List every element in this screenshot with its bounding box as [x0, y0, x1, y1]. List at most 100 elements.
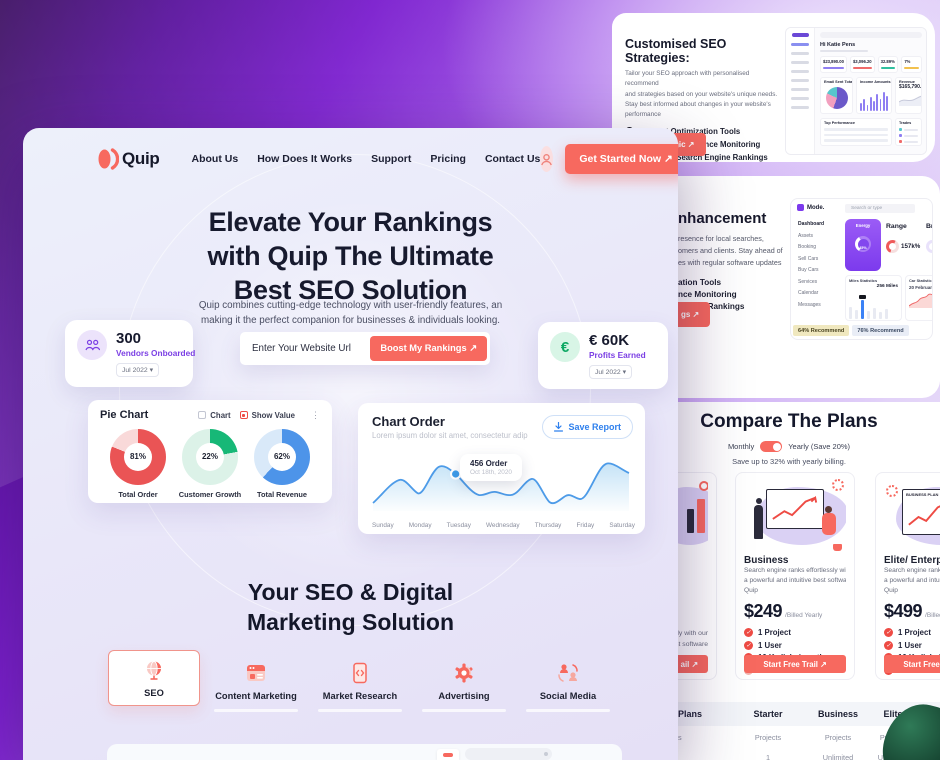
plan-description: Search engine ranks effortlessly with ou… [884, 567, 940, 595]
enhancement-body: resence for local searches, omers and cl… [678, 234, 783, 267]
enhancement-heading-fragment: nhancement [678, 210, 767, 227]
plan-illustration: BUSINESS PLAN [884, 479, 940, 551]
dashboard-screenshot-mode: Mode. Search or type Dashboard Assets Bo… [790, 198, 933, 340]
plan-name: Business [744, 555, 789, 566]
vendors-period-dropdown[interactable]: Jul 2022 ▾ [116, 363, 160, 377]
gear-icon [453, 662, 475, 684]
top-performance-panel: Top Performance [820, 118, 892, 146]
nav-contact-us[interactable]: Contact Us [484, 153, 541, 165]
gear-shape [832, 479, 844, 491]
nav-pricing[interactable]: Pricing [430, 153, 466, 165]
toggle-monthly-label[interactable]: Monthly [727, 442, 755, 451]
tab-seo[interactable]: SEO [108, 650, 200, 706]
tab-advertising[interactable]: Advertising [416, 650, 512, 712]
gear-shape [886, 485, 898, 497]
energy-gauge: 45% [855, 236, 871, 252]
tab-social-media[interactable]: Social Media [520, 650, 616, 712]
plan-card-business: Business Search engine ranks effortlessl… [735, 472, 855, 680]
preview-mini-card [437, 749, 459, 760]
miles-statistics-panel: Miles Statistics 256 Miles [845, 275, 902, 321]
boost-rankings-button[interactable]: Boost My Rankings ↗ [370, 336, 487, 361]
donut-ring: 62% [254, 429, 310, 485]
ring-shape [699, 481, 708, 491]
vendors-card: 300 Vendors Onboarded Jul 2022 ▾ [65, 320, 196, 387]
car-area-chart [908, 293, 932, 308]
kebab-menu-icon[interactable]: ⋮ [311, 409, 320, 420]
get-started-button[interactable]: Get Started Now ↗ [565, 144, 678, 174]
show-value-checkbox[interactable]: Show Value [239, 411, 295, 420]
email-sent-panel: Email Sent Total [820, 77, 853, 114]
dashboard-logo [791, 33, 809, 37]
nav-support[interactable]: Support [371, 153, 412, 165]
chart-order-title: Chart Order [372, 414, 445, 429]
nav-how-it-works[interactable]: How Does It Works [257, 153, 353, 165]
chart-tooltip: 456 Order Oct 18th, 2020 [460, 454, 522, 481]
mode-sidebar-nav: Dashboard Assets Booking Sell Cars Buy C… [798, 221, 825, 308]
chart-checkbox[interactable]: Chart [198, 411, 231, 420]
start-free-trail-button[interactable]: Start Free Trail ↗ [744, 655, 846, 673]
table-header-starter: Starter [753, 709, 783, 719]
mode-search-input[interactable]: Search or type [845, 204, 915, 213]
next-section-preview [107, 744, 622, 760]
dot-icon [544, 752, 548, 756]
solution-tabs: SEO Content Marketing Market Research Ad… [108, 650, 616, 712]
dashboard-search-bar[interactable] [820, 32, 922, 38]
strategies-card: Customised SEO Strategies: Tailor your S… [612, 13, 935, 162]
plans-heading: Compare The Plans [700, 411, 878, 432]
check-circle-icon: ✓ [744, 628, 753, 638]
preview-search-pill [465, 748, 552, 760]
vendors-label: Vendors Onboarded [116, 348, 196, 358]
donut-ring: 81% [110, 429, 166, 485]
plan-card-elite: BUSINESS PLAN Elite/ Enterprise Search e… [875, 472, 940, 680]
donut-customer-growth: 22% Customer Growth [178, 429, 242, 499]
toggle-knob [772, 442, 781, 451]
income-bar-chart [860, 87, 889, 111]
plan-desc-fragment: lessly with our est software [665, 630, 708, 648]
person-figure [822, 506, 836, 535]
plans-note: Save up to 32% with yearly billing. [732, 457, 846, 466]
site-header: Quip About Us How Does It Works Support … [23, 139, 678, 179]
enhancement-bullets: ation Tools nce Monitoring Engine Rankin… [678, 277, 745, 311]
table-cell: 1 [765, 753, 771, 760]
break-gauge-icon [926, 240, 932, 253]
dashboard-main: Hi Katie Pens $23,890.00 $3,096.20 32.89… [815, 28, 926, 154]
chart-point[interactable] [450, 468, 462, 480]
tab-content-marketing[interactable]: Content Marketing [208, 650, 304, 712]
profits-period-dropdown[interactable]: Jul 2022 ▾ [589, 365, 633, 379]
quip-logo[interactable]: Quip [97, 148, 160, 170]
flipchart-shape: BUSINESS PLAN [902, 489, 940, 535]
person-figure [754, 498, 763, 539]
plan-price: $249 /Billed Yearly [744, 600, 823, 621]
plant-pot-shape [833, 544, 842, 551]
chart-order-subtitle: Lorem ipsum dolor sit amet, consectetur … [372, 431, 528, 440]
pie-chart-title: Pie Chart [100, 409, 149, 421]
dashboard-screenshot-katie: Hi Katie Pens $23,890.00 $3,096.20 32.89… [785, 27, 927, 155]
globe-icon [143, 659, 165, 681]
phone-code-icon [351, 662, 369, 684]
account-avatar[interactable] [540, 146, 554, 172]
chevron-down-icon: ▾ [622, 369, 627, 376]
website-url-input[interactable] [240, 343, 368, 354]
tab-market-research[interactable]: Market Research [312, 650, 408, 712]
landing-page-card: Quip About Us How Does It Works Support … [23, 128, 678, 760]
revenue-panel: Revenue $165,790.2 [895, 77, 922, 114]
red-icon [443, 753, 453, 757]
plan-price: $499 /Billed Yearly [884, 600, 940, 621]
table-cell: Projects [754, 733, 782, 742]
profits-card: € € 60K Profits Earned Jul 2022 ▾ [538, 322, 668, 389]
donut-charts-row: 81% Total Order 22% Customer Growth 62% … [100, 429, 320, 499]
check-circle-icon: ✓ [744, 640, 753, 650]
quip-logo-text: Quip [122, 149, 160, 168]
nav-about-us[interactable]: About Us [191, 153, 239, 165]
income-panel: Income Amounts [856, 77, 892, 114]
main-nav: About Us How Does It Works Support Prici… [192, 153, 541, 165]
billing-toggle[interactable] [760, 441, 783, 452]
energy-card: Energy 45% [845, 219, 881, 271]
toggle-yearly-label[interactable]: Yearly (Save 20%) [788, 442, 851, 451]
donut-total-order: 81% Total Order [106, 429, 170, 499]
save-report-button[interactable]: Save Report [542, 415, 633, 439]
recommend-badges: 64% Recommend 76% Recommend [793, 325, 909, 336]
donut-ring: 22% [182, 429, 238, 485]
people-network-icon [557, 662, 579, 684]
start-free-trail-button[interactable]: Start Free Trail ↗ [884, 655, 940, 673]
